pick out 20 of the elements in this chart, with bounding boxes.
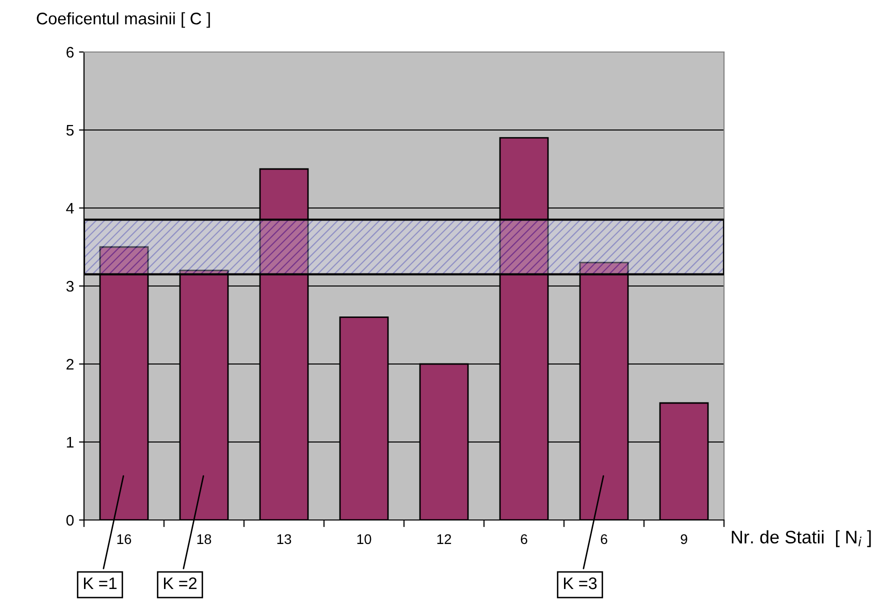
x-tick-label: 16 [117, 534, 132, 544]
y-tick-label: 4 [66, 203, 74, 214]
y-tick-label: 6 [66, 46, 74, 58]
y-axis-title: Coeficentul masinii [ C ] [36, 12, 210, 28]
x-tick-label: 6 [520, 534, 528, 544]
x-tick-label: 10 [357, 534, 372, 544]
x-axis-title: Nr. de Statii [ N$_{i}$ ] [732, 530, 871, 548]
text: K =2 [164, 577, 197, 590]
x-tick-label: 13 [277, 534, 292, 544]
x-tick-label: 6 [600, 534, 608, 544]
y-tick-label: 2 [66, 358, 74, 370]
y-tick-label: 1 [66, 437, 74, 448]
x-tick-label: 12 [437, 534, 452, 544]
text: K =3 [564, 577, 597, 590]
y-tick-label: 3 [66, 280, 74, 292]
y-tick-label: 5 [66, 125, 74, 136]
y-tick-label: 0 [66, 514, 74, 526]
text: K =1 [84, 578, 117, 590]
x-tick-label: 9 [680, 534, 688, 544]
x-tick-label: 18 [197, 534, 212, 544]
